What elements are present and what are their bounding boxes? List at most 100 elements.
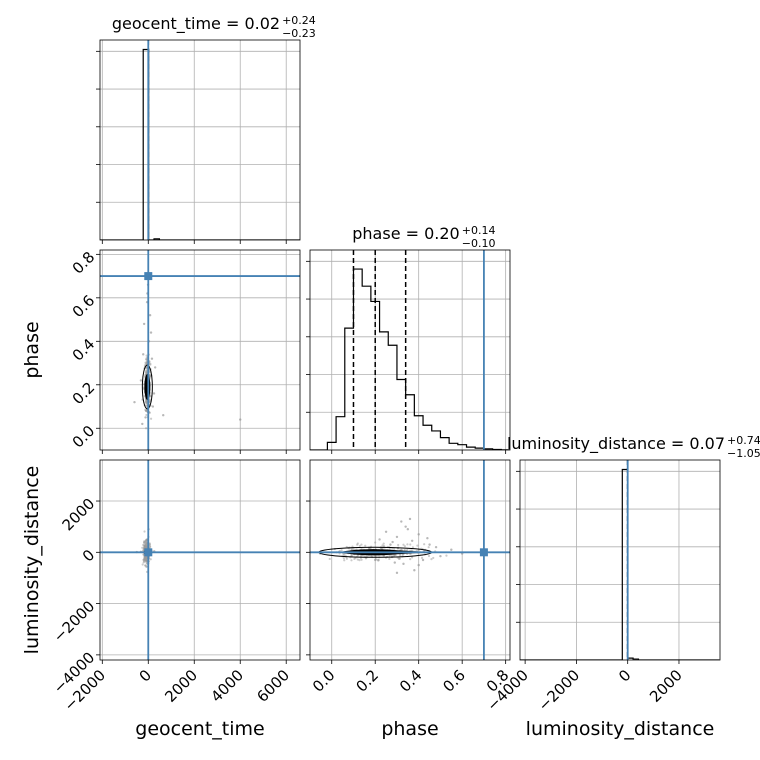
x-tick-label: 0.0 (309, 666, 339, 696)
title-sub-phase: −0.10 (462, 237, 496, 250)
sample-point (411, 546, 414, 549)
sample-point (360, 543, 363, 546)
sample-point (416, 544, 419, 547)
sample-point (356, 558, 359, 561)
sample-point (367, 547, 371, 550)
histogram-geocent_time (100, 48, 300, 240)
sample-point (149, 558, 152, 561)
sample-point (382, 542, 385, 545)
sample-point (428, 543, 431, 546)
sample-point (145, 409, 148, 413)
sample-point (439, 554, 442, 558)
sample-point (388, 547, 391, 550)
sample-point (403, 548, 406, 552)
sample-point (374, 541, 377, 544)
sample-point (417, 533, 420, 536)
sample-point (381, 544, 384, 547)
sample-point (144, 427, 148, 430)
sample-point (356, 542, 359, 545)
title-geocent_time: geocent_time = 0.02 (112, 14, 280, 34)
sample-point (149, 331, 153, 334)
sample-point (144, 543, 147, 547)
sample-point (139, 379, 143, 382)
x-tick-label: 6000 (253, 666, 293, 706)
sample-point (427, 554, 431, 558)
grid-phase (310, 250, 510, 450)
sample-point (342, 557, 345, 560)
histogram-phase (310, 268, 510, 450)
density-contour (141, 364, 153, 410)
sample-point (145, 369, 148, 372)
y-tick-label: −2000 (50, 597, 99, 646)
y-tick-label: 0.8 (69, 248, 99, 278)
sample-point (402, 562, 405, 566)
x-tick-label: 0 (615, 666, 634, 685)
sample-point (404, 525, 407, 528)
sample-point (340, 549, 343, 552)
sample-point (395, 535, 399, 539)
sample-point (421, 558, 425, 562)
y-tick-label: 0 (79, 546, 98, 565)
scatter-panel-geocent_time-phase (96, 249, 301, 454)
truth-marker (144, 272, 153, 281)
grid-luminosity_distance (520, 460, 720, 660)
histogram-panel-geocent_time: geocent_time = 0.02 +0.24−0.23 (96, 14, 316, 244)
sample-point (142, 543, 145, 546)
grid-geocent_time (100, 40, 300, 240)
sample-point (149, 363, 152, 366)
sample-point (142, 353, 145, 356)
sample-point (402, 543, 405, 546)
y-tick-label: 0.4 (69, 335, 99, 365)
x-axis-label-geocent_time: geocent_time (135, 718, 264, 740)
x-tick-label: 2000 (161, 666, 201, 706)
sample-point (409, 543, 412, 546)
y-tick-label: 2000 (59, 495, 99, 535)
sample-point (409, 558, 412, 561)
samples-layer (318, 517, 464, 575)
sample-point (426, 537, 429, 540)
sample-point (400, 520, 403, 523)
histogram-panel-luminosity_distance: luminosity_distance = 0.07 +0.74−1.05 (507, 434, 760, 664)
scatter-panel-phase-luminosity_distance (306, 459, 511, 664)
histogram-panel-phase: phase = 0.20 +0.14−0.10 (306, 224, 511, 454)
sample-point (381, 547, 384, 550)
y-axis-label-phase: phase (21, 321, 43, 378)
truth-marker (144, 548, 153, 557)
x-tick-label: 4000 (207, 666, 247, 706)
x-tick-label: −2000 (535, 666, 584, 715)
sample-point (389, 543, 392, 546)
sample-point (149, 417, 153, 420)
scatter-frame (99, 249, 301, 451)
sample-point (145, 404, 148, 408)
sample-point (430, 557, 433, 561)
sample-point (377, 558, 380, 562)
sample-point (144, 416, 147, 419)
sample-point (153, 366, 157, 369)
sample-point (378, 538, 381, 541)
sample-point (374, 558, 377, 562)
sample-point (359, 554, 363, 558)
sample-point (145, 565, 148, 568)
histogram-geocent_time-frame (99, 39, 301, 241)
title-sup-luminosity_distance: +0.74 (727, 434, 760, 447)
sample-point (141, 563, 144, 566)
histogram-phase-frame (309, 249, 511, 451)
histogram-luminosity_distance-frame (519, 459, 721, 661)
sample-point (145, 556, 148, 560)
sample-point (397, 557, 401, 560)
sample-point (445, 554, 448, 557)
sample-point (141, 422, 144, 426)
sample-point (150, 357, 154, 360)
sample-point (413, 569, 416, 572)
density-core (144, 373, 151, 400)
x-tick-label: 0.6 (439, 666, 469, 696)
sample-point (388, 557, 391, 561)
sample-point (393, 547, 396, 550)
sample-point (432, 556, 435, 560)
sample-point (391, 540, 394, 544)
sample-point (152, 392, 156, 395)
y-tick-label: 0.0 (69, 422, 99, 452)
sample-point (358, 559, 361, 562)
title-sub-geocent_time: −0.23 (282, 27, 316, 40)
